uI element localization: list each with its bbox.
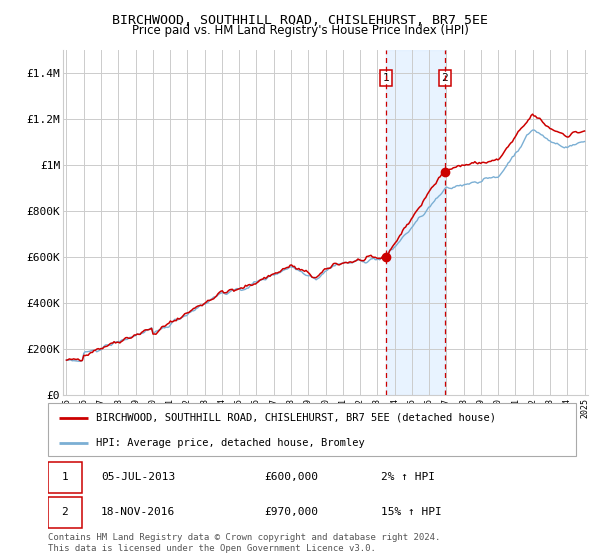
Text: BIRCHWOOD, SOUTHHILL ROAD, CHISLEHURST, BR7 5EE: BIRCHWOOD, SOUTHHILL ROAD, CHISLEHURST, … bbox=[112, 14, 488, 27]
Text: 2% ↑ HPI: 2% ↑ HPI bbox=[380, 473, 434, 482]
Text: Contains HM Land Registry data © Crown copyright and database right 2024.
This d: Contains HM Land Registry data © Crown c… bbox=[48, 533, 440, 553]
Text: 2: 2 bbox=[441, 73, 448, 83]
Bar bbox=[48, 497, 82, 528]
Text: 2: 2 bbox=[62, 507, 68, 517]
Text: HPI: Average price, detached house, Bromley: HPI: Average price, detached house, Brom… bbox=[95, 438, 364, 448]
Text: 1: 1 bbox=[383, 73, 389, 83]
Bar bbox=[48, 462, 82, 493]
Text: 18-NOV-2016: 18-NOV-2016 bbox=[101, 507, 175, 517]
Text: BIRCHWOOD, SOUTHHILL ROAD, CHISLEHURST, BR7 5EE (detached house): BIRCHWOOD, SOUTHHILL ROAD, CHISLEHURST, … bbox=[95, 413, 496, 423]
Text: £970,000: £970,000 bbox=[265, 507, 319, 517]
Text: 1: 1 bbox=[62, 473, 68, 482]
Text: 15% ↑ HPI: 15% ↑ HPI bbox=[380, 507, 442, 517]
Text: 05-JUL-2013: 05-JUL-2013 bbox=[101, 473, 175, 482]
Text: £600,000: £600,000 bbox=[265, 473, 319, 482]
Bar bbox=[386, 50, 445, 395]
Text: Price paid vs. HM Land Registry's House Price Index (HPI): Price paid vs. HM Land Registry's House … bbox=[131, 24, 469, 36]
